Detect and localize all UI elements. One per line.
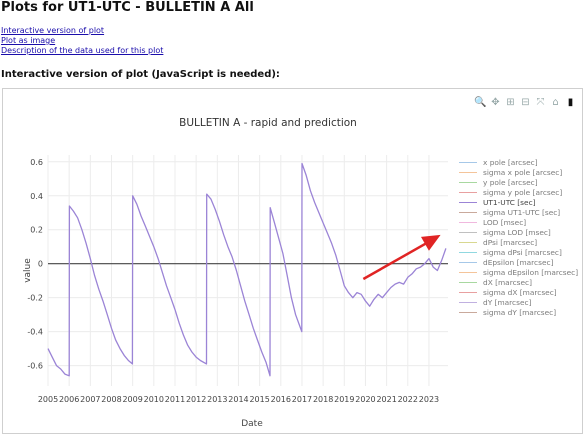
legend-swatch (459, 281, 477, 283)
legend-item[interactable]: sigma dPsi [marcsec] (459, 247, 578, 257)
legend-swatch (459, 271, 477, 273)
legend-swatch (459, 251, 477, 253)
plot-container[interactable] (2, 88, 583, 434)
autoscale-icon[interactable]: ⤧ (536, 97, 545, 108)
y-tick-label: 0.4 (30, 192, 43, 201)
y-tick-label: 0 (38, 260, 43, 269)
x-tick-label: 2017 (292, 395, 312, 404)
annotation-arrow-shaft (362, 239, 432, 281)
legend-swatch (459, 221, 477, 223)
x-tick-label: 2023 (419, 395, 439, 404)
x-tick-label: 2011 (165, 395, 185, 404)
x-tick-label: 2016 (271, 395, 291, 404)
home-icon[interactable]: ⌂ (552, 97, 559, 108)
y-tick-label: -0.2 (27, 294, 43, 303)
legend-label: sigma UT1-UTC [sec] (483, 207, 561, 217)
legend-label: dEpsilon [marcsec] (483, 257, 554, 267)
legend-swatch (459, 211, 477, 213)
y-axis-label: value (23, 258, 33, 283)
ut1-utc-series-line[interactable] (47, 162, 447, 377)
legend-label: sigma y pole [arcsec] (483, 187, 563, 197)
x-tick-label: 2021 (376, 395, 396, 404)
legend-item[interactable]: dY [marcsec] (459, 297, 578, 307)
legend-item[interactable]: LOD [msec] (459, 217, 578, 227)
legend-item[interactable]: y pole [arcsec] (459, 177, 578, 187)
legend-item[interactable]: UT1-UTC [sec] (459, 197, 578, 207)
pan-icon[interactable]: ✥ (491, 97, 500, 108)
page-title: Plots for UT1-UTC - BULLETIN A All (1, 0, 254, 15)
zoom-in-icon[interactable]: ⊞ (506, 97, 515, 108)
legend-item[interactable]: sigma LOD [msec] (459, 227, 578, 237)
y-tick-label: -0.4 (27, 328, 43, 337)
legend-swatch (459, 181, 477, 183)
legend-label: sigma LOD [msec] (483, 227, 551, 237)
x-tick-label: 2015 (249, 395, 269, 404)
section-title: Interactive version of plot (JavaScript … (1, 69, 280, 80)
x-tick-label: 2018 (313, 395, 333, 404)
legend-item[interactable]: sigma x pole [arcsec] (459, 167, 578, 177)
legend-label: x pole [arcsec] (483, 157, 538, 167)
plot-links: Interactive version of plot Plot as imag… (1, 26, 163, 56)
x-tick-label: 2009 (122, 395, 142, 404)
y-tick-label: -0.6 (27, 362, 43, 371)
zoom-out-icon[interactable]: ⊟ (521, 97, 530, 108)
annotation-arrow-head (420, 234, 441, 251)
x-tick-label: 2022 (398, 395, 418, 404)
chart-legend: x pole [arcsec] sigma x pole [arcsec] y po… (459, 157, 578, 317)
legend-swatch (459, 161, 477, 163)
plot-modebar: 🔍 ✥ ⊞ ⊟ ⤧ ⌂ ▮ (474, 96, 577, 109)
y-tick-label: 0.2 (30, 226, 43, 235)
legend-label: dPsi [marcsec] (483, 237, 538, 247)
legend-swatch (459, 201, 477, 203)
legend-swatch (459, 241, 477, 243)
plotly-logo-icon[interactable]: ▮ (567, 97, 574, 108)
x-tick-label: 2007 (80, 395, 100, 404)
legend-item[interactable]: dPsi [marcsec] (459, 237, 578, 247)
x-tick-label: 2019 (334, 395, 354, 404)
x-tick-label: 2008 (101, 395, 121, 404)
x-axis-label: Date (241, 419, 263, 429)
legend-label: dY [marcsec] (483, 297, 532, 307)
x-tick-label: 2006 (59, 395, 79, 404)
legend-item[interactable]: sigma dEpsilon [marcsec] (459, 267, 578, 277)
legend-item[interactable]: sigma y pole [arcsec] (459, 187, 578, 197)
legend-label: sigma dPsi [marcsec] (483, 247, 562, 257)
x-tick-label: 2020 (355, 395, 375, 404)
legend-label: UT1-UTC [sec] (483, 197, 536, 207)
x-tick-label: 2014 (228, 395, 248, 404)
legend-swatch (459, 171, 477, 173)
legend-swatch (459, 231, 477, 233)
legend-item[interactable]: dX [marcsec] (459, 277, 578, 287)
legend-swatch (459, 291, 477, 293)
interactive-plot-link[interactable]: Interactive version of plot (1, 26, 105, 35)
legend-label: sigma dY [marcsec] (483, 307, 557, 317)
legend-label: y pole [arcsec] (483, 177, 538, 187)
x-tick-label: 2010 (144, 395, 164, 404)
y-tick-label: 0.6 (30, 158, 43, 167)
plot-image-link[interactable]: Plot as image (1, 36, 56, 45)
zoom-icon[interactable]: 🔍 (474, 97, 487, 108)
legend-item[interactable]: dEpsilon [marcsec] (459, 257, 578, 267)
legend-label: sigma dX [marcsec] (483, 287, 557, 297)
legend-swatch (459, 191, 477, 193)
legend-item[interactable]: sigma dY [marcsec] (459, 307, 578, 317)
x-tick-label: 2012 (186, 395, 206, 404)
legend-label: sigma dEpsilon [marcsec] (483, 267, 579, 277)
legend-label: dX [marcsec] (483, 277, 532, 287)
legend-swatch (459, 261, 477, 263)
legend-swatch (459, 311, 477, 313)
legend-label: sigma x pole [arcsec] (483, 167, 563, 177)
chart-title: BULLETIN A - rapid and prediction (179, 117, 357, 129)
legend-item[interactable]: x pole [arcsec] (459, 157, 578, 167)
x-tick-label: 2005 (38, 395, 58, 404)
legend-swatch (459, 301, 477, 303)
x-tick-label: 2013 (207, 395, 227, 404)
legend-label: LOD [msec] (483, 217, 527, 227)
legend-item[interactable]: sigma UT1-UTC [sec] (459, 207, 578, 217)
data-description-link[interactable]: Description of the data used for this pl… (1, 46, 164, 55)
legend-item[interactable]: sigma dX [marcsec] (459, 287, 578, 297)
